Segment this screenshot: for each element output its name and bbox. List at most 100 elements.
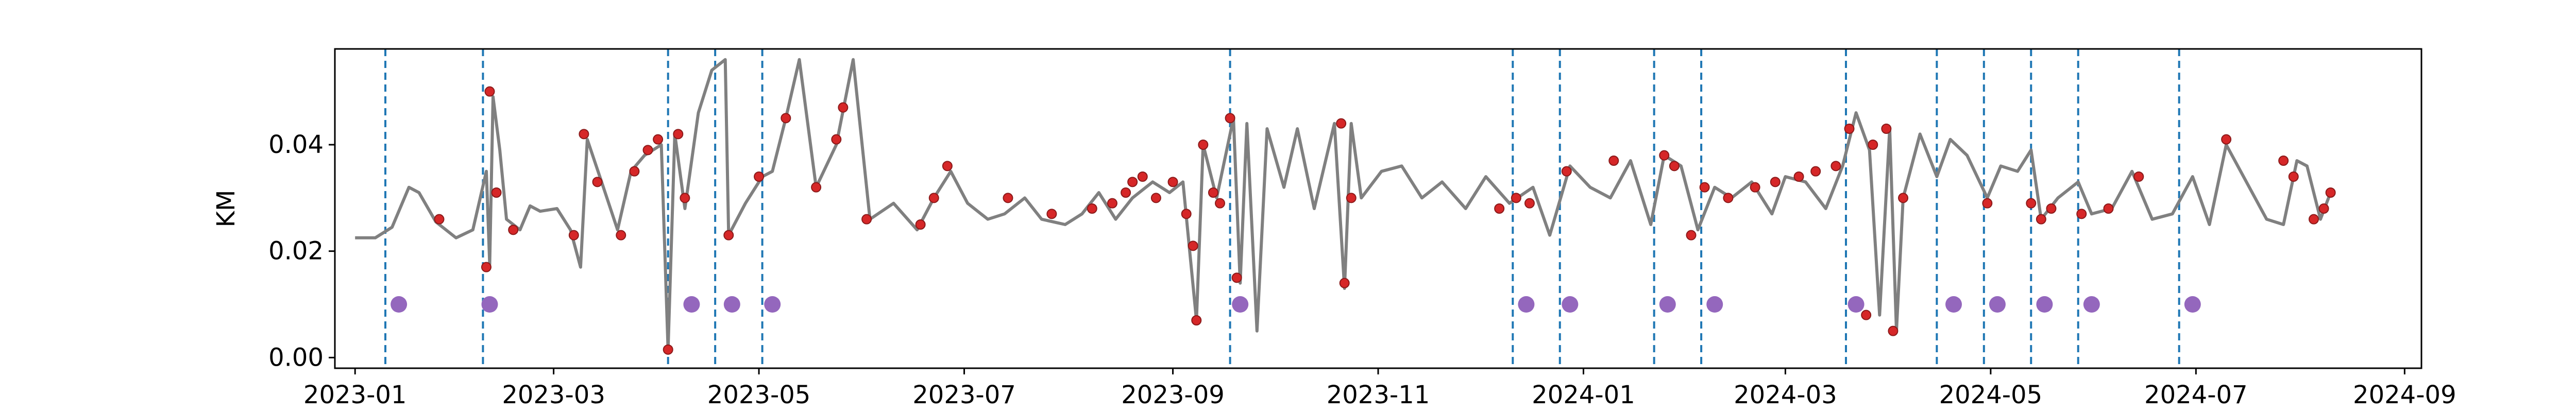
data-point (1121, 187, 1131, 198)
x-tick-label: 2023-11 (1327, 381, 1430, 409)
data-point (1127, 177, 1138, 187)
data-point (1888, 325, 1899, 336)
data-point (1770, 177, 1781, 187)
x-tick-label: 2024-07 (2144, 381, 2248, 409)
data-point (1868, 140, 1878, 150)
event-marker (2036, 296, 2053, 313)
y-tick-label: 0.02 (268, 237, 324, 266)
data-point (754, 171, 765, 182)
data-point (942, 161, 953, 171)
data-point (1214, 198, 1225, 209)
event-marker (1562, 296, 1579, 313)
data-point (1208, 187, 1218, 198)
data-point (861, 214, 872, 225)
data-point (2288, 171, 2299, 182)
data-point (1003, 193, 1013, 203)
data-point (2133, 171, 2144, 182)
data-point (2076, 209, 2087, 219)
data-point (1669, 161, 1680, 171)
data-point (1346, 193, 1357, 203)
data-point (1046, 209, 1057, 219)
event-marker (723, 296, 740, 313)
ticks-layer: 2023-01 2023-03 2023-05 2023-07 2023-09 2023-… (268, 130, 2456, 409)
data-point (2308, 214, 2319, 225)
event-markers-layer (391, 296, 2201, 313)
data-point (1982, 198, 1993, 209)
event-marker (2184, 296, 2201, 313)
x-tick-label: 2023-07 (912, 381, 1016, 409)
data-point (915, 219, 926, 230)
data-point (1188, 241, 1198, 251)
data-point (1831, 161, 1841, 171)
event-marker (391, 296, 408, 313)
data-point (1608, 156, 1619, 166)
series-line (355, 58, 2332, 351)
x-tick-label: 2024-01 (1532, 381, 1635, 409)
data-point (723, 230, 734, 241)
data-point (1181, 209, 1192, 219)
data-point (653, 134, 664, 145)
data-point (2046, 203, 2057, 214)
data-point (1191, 315, 1202, 325)
x-tick-label: 2023-05 (707, 381, 811, 409)
event-marker (683, 296, 700, 313)
data-point (1750, 182, 1760, 193)
data-point (568, 230, 579, 241)
data-point (1336, 118, 1347, 129)
x-tick-label: 2024-03 (1734, 381, 1837, 409)
event-marker (1848, 296, 1865, 313)
event-marker (2083, 296, 2100, 313)
data-point (1150, 193, 1161, 203)
event-marker (481, 296, 498, 313)
data-point (1231, 272, 1242, 283)
data-point (838, 102, 849, 113)
data-point (2221, 134, 2232, 145)
data-point (2318, 203, 2329, 214)
points-layer (434, 86, 2336, 355)
data-point (1898, 193, 1909, 203)
data-point (928, 193, 939, 203)
data-point (2103, 203, 2114, 214)
data-point (508, 225, 519, 235)
data-point (579, 129, 589, 140)
data-point (1087, 203, 1097, 214)
data-point (1107, 198, 1117, 209)
data-point (1561, 166, 1572, 177)
event-marker (1659, 296, 1676, 313)
event-marker (764, 296, 781, 313)
data-point (1659, 150, 1670, 161)
data-point (642, 145, 653, 156)
event-marker (1518, 296, 1535, 313)
data-point (2278, 156, 2289, 166)
series-line-layer (355, 58, 2332, 351)
data-point (1810, 166, 1821, 177)
data-point (1167, 177, 1178, 187)
y-axis-label: KM (212, 190, 241, 228)
x-tick-label: 2023-01 (303, 381, 407, 409)
data-point (1511, 193, 1521, 203)
data-point (616, 230, 626, 241)
data-point (491, 187, 502, 198)
data-point (663, 344, 673, 355)
vertical-markers-layer (384, 49, 2180, 368)
data-point (1137, 171, 1148, 182)
data-point (1861, 310, 1872, 320)
data-point (781, 113, 791, 124)
event-marker (1232, 296, 1249, 313)
data-point (629, 166, 640, 177)
y-tick-label: 0.04 (268, 130, 324, 159)
x-tick-label: 2024-09 (2353, 381, 2456, 409)
data-point (1881, 124, 1892, 134)
data-point (811, 182, 822, 193)
data-point (434, 214, 445, 225)
data-point (484, 86, 495, 97)
x-tick-label: 2023-09 (1121, 381, 1225, 409)
data-point (1699, 182, 1710, 193)
x-tick-label: 2024-05 (1939, 381, 2043, 409)
data-point (1494, 203, 1505, 214)
data-point (831, 134, 842, 145)
data-point (2325, 187, 2336, 198)
data-point (2026, 198, 2037, 209)
data-point (680, 193, 690, 203)
